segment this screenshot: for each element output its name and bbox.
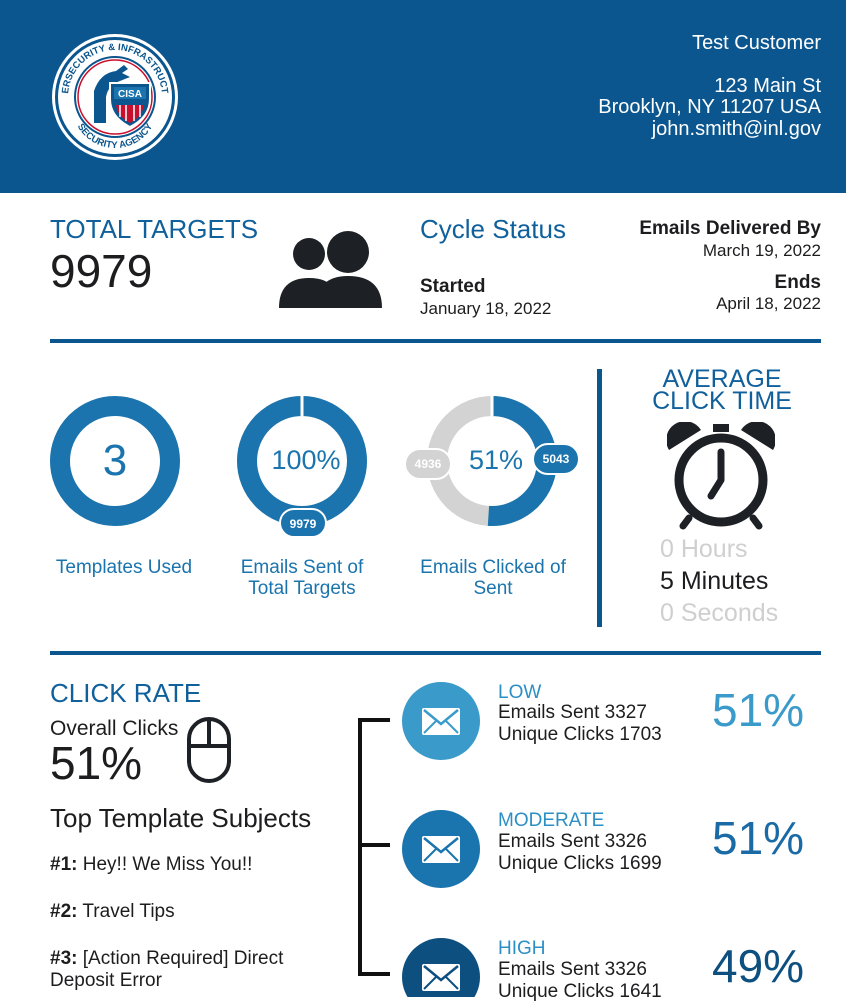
customer-email: john.smith@inl.gov <box>651 118 821 140</box>
avg-click-title: AVERAGE CLICK TIME <box>622 365 822 415</box>
alarm-clock-icon <box>667 422 775 530</box>
emails-sent-caption-l1: Emails Sent of <box>240 557 364 578</box>
templates-caption: Templates Used <box>55 557 193 578</box>
cisa-logo: CYBERSECURITY & INFRASTRUCTURE SECURITY … <box>50 33 178 160</box>
top-subjects-title: Top Template Subjects <box>50 803 312 833</box>
tier-high-title: HIGH <box>498 938 546 959</box>
tier-moderate-percent: 51% <box>712 812 805 864</box>
emails-clicked-value: 51% <box>469 445 523 475</box>
svg-text:CISA: CISA <box>118 89 142 100</box>
tier-high-sent: Emails Sent 3326 <box>498 959 647 980</box>
tier-low-sent: Emails Sent 3327 <box>498 702 647 723</box>
avg-click-title-l1: AVERAGE <box>662 365 782 393</box>
overall-clicks-value: 51% <box>50 737 143 789</box>
delivered-by-date: March 19, 2022 <box>702 241 821 260</box>
tier-low-title: LOW <box>498 682 542 703</box>
tier-high-percent: 49% <box>712 940 805 992</box>
address-line-2: Brooklyn, NY 11207 USA <box>598 96 821 118</box>
subject-text: Hey!! We Miss You!! <box>82 854 253 875</box>
emails-sent-caption-l2: Total Targets <box>248 578 356 599</box>
click-rate-title: CLICK RATE <box>50 678 202 708</box>
emails-clicked-caption-l2: Sent <box>473 578 513 599</box>
subject-item-3: #3: [Action Required] Direct Deposit Err… <box>50 948 330 992</box>
subject-rank: #1: <box>50 854 78 875</box>
section-divider <box>50 339 821 343</box>
emails-clicked-badge-left: 4936 <box>415 457 442 471</box>
avg-click-minutes: 5 Minutes <box>660 567 769 595</box>
tier-high-clicks: Unique Clicks 1641 <box>498 981 662 1002</box>
subject-text: Travel Tips <box>82 901 175 922</box>
mouse-icon <box>187 717 231 783</box>
templates-ring: 3 <box>50 396 180 526</box>
total-targets-value: 9979 <box>50 245 153 297</box>
avg-click-hours: 0 Hours <box>660 535 748 563</box>
emails-clicked-caption-l1: Emails Clicked of <box>420 557 566 578</box>
tier-bracket <box>358 718 390 976</box>
tier-moderate-title: MODERATE <box>498 810 605 831</box>
overall-clicks-label: Overall Clicks <box>50 717 179 740</box>
section-divider-2 <box>50 651 821 655</box>
ends-label: Ends <box>774 272 821 293</box>
cycle-started-date: January 18, 2022 <box>420 299 552 318</box>
report-header: CYBERSECURITY & INFRASTRUCTURE SECURITY … <box>0 0 846 193</box>
tier-low-envelope-badge <box>402 682 480 760</box>
templates-value: 3 <box>103 436 127 485</box>
vertical-divider <box>597 369 602 627</box>
subject-text: [Action Required] Direct Deposit Error <box>50 948 284 991</box>
delivered-by-label: Emails Delivered By <box>639 218 821 239</box>
subject-item-1: #1: Hey!! We Miss You!! <box>50 854 330 876</box>
customer-name: Test Customer <box>692 32 821 54</box>
subject-rank: #3: <box>50 948 78 969</box>
address-line-1: 123 Main St <box>714 75 821 97</box>
emails-clicked-caption: Emails Clicked of Sent <box>406 557 580 599</box>
avg-click-seconds: 0 Seconds <box>660 599 779 627</box>
tier-moderate-sent: Emails Sent 3326 <box>498 831 647 852</box>
tier-high-envelope-badge <box>402 938 480 997</box>
total-targets-label: TOTAL TARGETS <box>50 214 259 244</box>
tier-moderate-envelope-badge <box>402 810 480 888</box>
ends-date: April 18, 2022 <box>716 294 821 313</box>
avg-click-title-l2: CLICK TIME <box>652 387 792 415</box>
emails-clicked-badge-right: 5043 <box>543 452 570 466</box>
cycle-started-label: Started <box>420 276 486 297</box>
emails-sent-donut: 100% 9979 <box>237 396 367 538</box>
users-icon <box>279 231 382 308</box>
subject-rank: #2: <box>50 901 78 922</box>
cycle-status-title: Cycle Status <box>420 214 566 244</box>
tier-low-clicks: Unique Clicks 1703 <box>498 724 662 745</box>
tier-low-percent: 51% <box>712 684 805 736</box>
emails-sent-badge: 9979 <box>290 517 317 531</box>
emails-sent-caption: Emails Sent of Total Targets <box>220 557 384 599</box>
tier-moderate-clicks: Unique Clicks 1699 <box>498 853 662 874</box>
subject-item-2: #2: Travel Tips <box>50 901 330 923</box>
emails-clicked-donut: 51% 4936 5043 <box>404 396 580 526</box>
emails-sent-value: 100% <box>271 445 340 475</box>
